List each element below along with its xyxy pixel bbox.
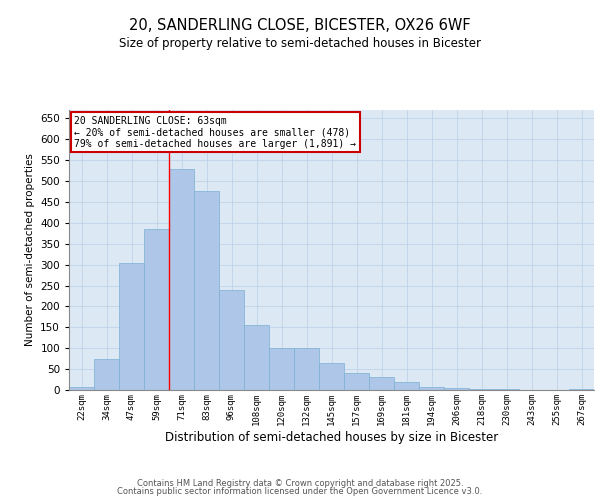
Bar [94,358,119,390]
Bar [294,348,319,390]
Y-axis label: Number of semi-detached properties: Number of semi-detached properties [25,154,35,346]
Bar [419,387,444,390]
Bar [369,378,394,390]
Bar [119,262,144,390]
Bar [344,374,369,390]
X-axis label: Distribution of semi-detached houses by size in Bicester: Distribution of semi-detached houses by … [165,430,498,444]
Text: 20, SANDERLING CLOSE, BICESTER, OX26 6WF: 20, SANDERLING CLOSE, BICESTER, OX26 6WF [129,18,471,32]
Bar [69,386,94,390]
Bar [394,382,419,390]
Bar [469,388,494,390]
Bar [494,389,519,390]
Bar [319,363,344,390]
Bar [444,388,469,390]
Text: Size of property relative to semi-detached houses in Bicester: Size of property relative to semi-detach… [119,38,481,51]
Bar [144,229,169,390]
Bar [194,192,219,390]
Bar [569,388,594,390]
Text: Contains HM Land Registry data © Crown copyright and database right 2025.: Contains HM Land Registry data © Crown c… [137,478,463,488]
Bar [244,325,269,390]
Bar [169,168,194,390]
Bar [269,348,294,390]
Text: 20 SANDERLING CLOSE: 63sqm
← 20% of semi-detached houses are smaller (478)
79% o: 20 SANDERLING CLOSE: 63sqm ← 20% of semi… [74,116,356,149]
Bar [219,290,244,390]
Text: Contains public sector information licensed under the Open Government Licence v3: Contains public sector information licen… [118,487,482,496]
